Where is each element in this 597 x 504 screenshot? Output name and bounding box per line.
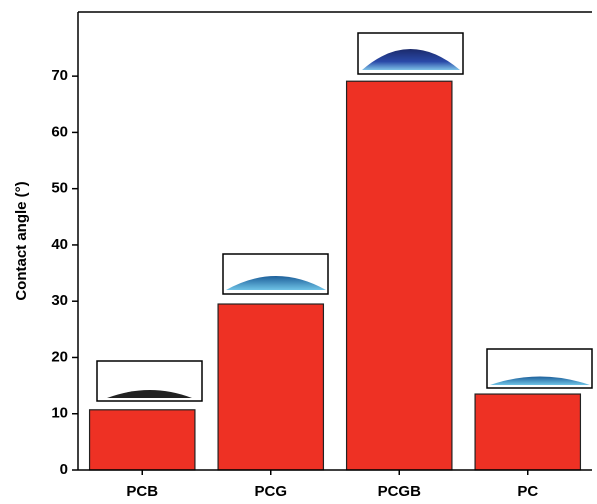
y-tick-label: 30 <box>51 292 68 309</box>
y-tick-label: 60 <box>51 123 68 140</box>
y-tick-label: 0 <box>60 461 68 478</box>
droplet-inset <box>357 32 464 75</box>
y-tick-label: 10 <box>51 405 68 422</box>
y-tick-label: 70 <box>51 67 68 84</box>
y-tick-label: 20 <box>51 348 68 365</box>
y-axis-label: Contact angle (°) <box>13 181 30 300</box>
x-tick-label: PCB <box>126 483 158 500</box>
x-tick-label: PCGB <box>378 483 422 500</box>
x-tick-label: PC <box>517 483 538 500</box>
x-tick-label: PCG <box>254 483 287 500</box>
y-tick-label: 50 <box>51 180 68 197</box>
bar <box>474 393 582 471</box>
droplet-inset <box>96 360 203 402</box>
bar <box>217 303 325 471</box>
droplet-inset <box>486 348 593 389</box>
droplet-inset <box>222 253 329 295</box>
plot-area: 0 10 20 30 40 50 60 70 PCB PCG PCGB PC <box>51 11 592 500</box>
bar <box>345 80 453 471</box>
bar <box>88 409 196 471</box>
y-tick-label: 40 <box>51 236 68 253</box>
